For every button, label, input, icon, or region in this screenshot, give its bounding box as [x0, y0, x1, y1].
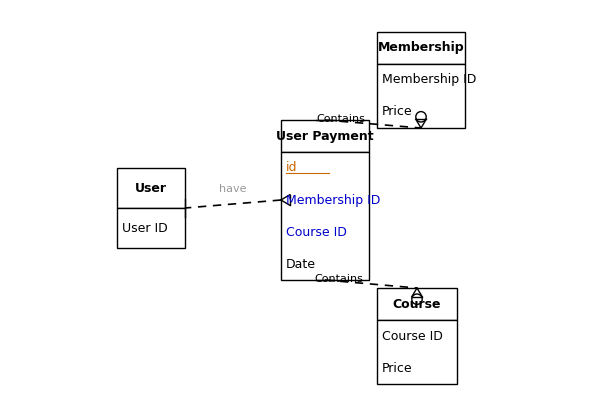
Text: Date: Date [286, 258, 316, 270]
Text: Price: Price [382, 106, 412, 118]
Text: User Payment: User Payment [276, 130, 374, 142]
Text: Membership: Membership [378, 42, 464, 54]
Text: Course: Course [393, 298, 441, 310]
Text: Membership ID: Membership ID [286, 194, 380, 206]
Bar [377, 288, 457, 320]
Text: Membership ID: Membership ID [382, 74, 476, 86]
Text: User: User [135, 182, 167, 194]
Text: Contains: Contains [317, 114, 365, 124]
Text: Course ID: Course ID [286, 226, 346, 238]
Bar [377, 320, 457, 384]
Text: have: have [219, 184, 247, 194]
Text: id: id [286, 162, 297, 174]
Text: User ID: User ID [122, 222, 168, 234]
Text: Course ID: Course ID [382, 330, 443, 342]
Bar [377, 32, 465, 64]
Text: Price: Price [382, 362, 412, 374]
Bar [377, 64, 465, 128]
Bar [281, 152, 369, 280]
Bar [281, 120, 369, 152]
Bar [117, 208, 185, 248]
Bar [117, 168, 185, 208]
Text: Contains: Contains [315, 274, 364, 284]
